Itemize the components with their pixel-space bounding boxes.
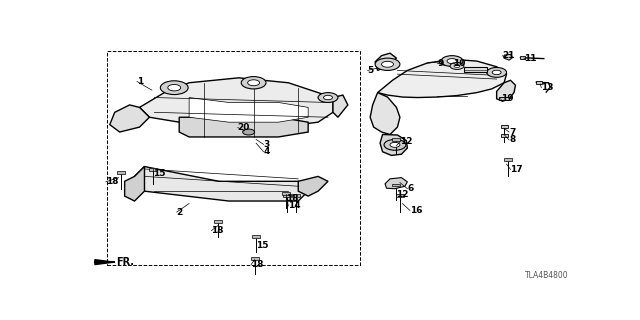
Text: 12: 12 xyxy=(400,137,412,146)
Polygon shape xyxy=(134,166,308,201)
Text: 15: 15 xyxy=(154,169,166,179)
Circle shape xyxy=(447,59,457,64)
Bar xyxy=(252,235,260,238)
Polygon shape xyxy=(497,80,515,101)
Polygon shape xyxy=(189,98,308,122)
Polygon shape xyxy=(520,56,525,59)
Circle shape xyxy=(318,92,338,102)
Circle shape xyxy=(454,65,460,68)
Text: 16: 16 xyxy=(410,206,422,215)
Text: 17: 17 xyxy=(511,165,523,174)
Polygon shape xyxy=(95,260,114,265)
Bar xyxy=(108,51,360,265)
Circle shape xyxy=(161,81,188,95)
Circle shape xyxy=(384,140,406,150)
Polygon shape xyxy=(500,125,508,128)
Circle shape xyxy=(241,76,266,89)
Bar xyxy=(214,220,222,223)
Text: TLA4B4800: TLA4B4800 xyxy=(525,271,568,280)
Bar xyxy=(392,184,401,187)
Polygon shape xyxy=(465,68,486,72)
Polygon shape xyxy=(110,105,150,132)
Polygon shape xyxy=(125,166,145,201)
Circle shape xyxy=(450,62,464,69)
Text: 1: 1 xyxy=(137,77,143,86)
Text: 5: 5 xyxy=(367,66,374,75)
Circle shape xyxy=(492,70,501,75)
Circle shape xyxy=(381,61,394,67)
Text: 15: 15 xyxy=(256,241,269,250)
Polygon shape xyxy=(378,59,507,98)
Bar xyxy=(150,168,157,171)
Text: 18: 18 xyxy=(211,226,224,235)
Circle shape xyxy=(441,56,463,67)
Polygon shape xyxy=(298,176,328,196)
Text: FR.: FR. xyxy=(116,257,134,267)
Polygon shape xyxy=(380,134,408,156)
Text: 20: 20 xyxy=(237,123,250,132)
Text: 18: 18 xyxy=(251,260,264,269)
Circle shape xyxy=(324,95,332,100)
Bar xyxy=(116,171,125,174)
Bar xyxy=(292,194,300,197)
Polygon shape xyxy=(370,92,400,134)
Circle shape xyxy=(168,84,180,91)
Circle shape xyxy=(390,142,400,147)
Circle shape xyxy=(243,129,255,135)
Text: 9: 9 xyxy=(437,59,444,68)
Text: 11: 11 xyxy=(524,54,536,63)
Bar xyxy=(504,158,511,161)
Text: 7: 7 xyxy=(509,128,515,137)
Bar xyxy=(284,194,291,197)
Circle shape xyxy=(375,58,400,70)
Text: 6: 6 xyxy=(408,184,413,193)
Text: 8: 8 xyxy=(509,135,515,144)
Bar xyxy=(392,138,401,141)
Text: 19: 19 xyxy=(500,94,513,103)
Text: 18: 18 xyxy=(106,177,118,186)
Polygon shape xyxy=(179,117,308,137)
Text: 10: 10 xyxy=(453,59,465,68)
Polygon shape xyxy=(499,97,509,100)
Bar xyxy=(251,257,259,260)
Text: 13: 13 xyxy=(541,83,554,92)
Polygon shape xyxy=(333,95,348,117)
Polygon shape xyxy=(375,53,396,70)
Text: 3: 3 xyxy=(264,140,270,149)
Polygon shape xyxy=(385,178,408,189)
Polygon shape xyxy=(500,134,508,138)
Text: 12: 12 xyxy=(396,190,409,199)
Polygon shape xyxy=(504,54,513,60)
Text: 14: 14 xyxy=(288,202,301,211)
Circle shape xyxy=(486,68,507,77)
Text: 18: 18 xyxy=(286,194,298,203)
Text: 21: 21 xyxy=(502,51,515,60)
Bar xyxy=(396,194,404,197)
Text: 2: 2 xyxy=(177,208,183,217)
Polygon shape xyxy=(140,78,333,127)
Circle shape xyxy=(248,80,260,86)
Bar xyxy=(282,192,290,195)
Text: 4: 4 xyxy=(264,147,270,156)
Polygon shape xyxy=(536,81,542,84)
